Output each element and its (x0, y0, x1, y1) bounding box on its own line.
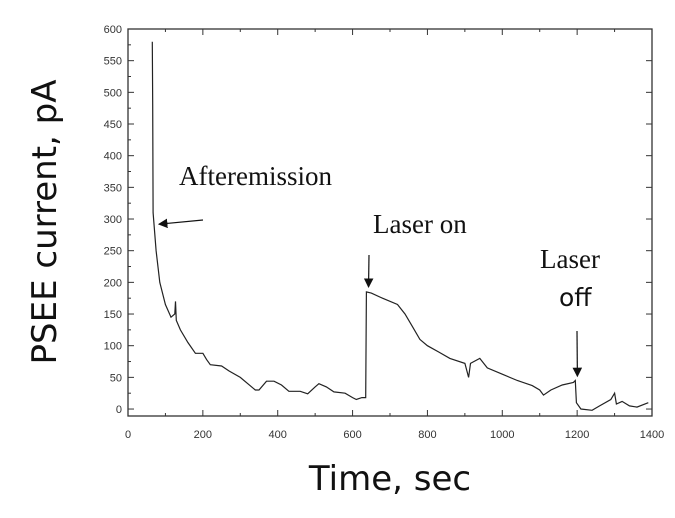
x-tick-label: 200 (194, 429, 212, 441)
y-tick-label: 150 (104, 309, 122, 321)
y-tick-label: 300 (104, 214, 122, 226)
x-axis-label: Time, sec (308, 459, 471, 499)
annotation-arrow (157, 218, 204, 229)
annotation-label: Laser on (373, 209, 467, 239)
y-tick-label: 50 (110, 372, 122, 384)
y-tick-label: 350 (104, 182, 122, 194)
x-tick-label: 0 (125, 429, 131, 441)
series-line (151, 41, 649, 411)
y-tick-label: 550 (104, 56, 122, 68)
annotation-label: Afteremission (179, 161, 332, 191)
annotation-label: Laser (540, 244, 600, 274)
y-tick-label: 500 (104, 87, 122, 99)
x-tick-label: 800 (418, 429, 436, 441)
y-tick-label: 400 (104, 151, 122, 163)
y-tick-label: 100 (104, 341, 122, 353)
y-tick-label: 450 (104, 119, 122, 131)
annotation-label: off (559, 283, 592, 312)
x-tick-label: 1200 (565, 429, 589, 441)
y-tick-label: 600 (104, 24, 122, 36)
y-tick-label: 200 (104, 277, 122, 289)
x-tick-label: 400 (269, 429, 287, 441)
y-tick-label: 0 (116, 404, 122, 416)
y-tick-label: 250 (104, 246, 122, 258)
x-tick-label: 1400 (640, 429, 664, 441)
x-tick-label: 1000 (490, 429, 514, 441)
y-axis-label: PSEE current, pA (25, 80, 65, 365)
x-tick-label: 600 (343, 429, 361, 441)
